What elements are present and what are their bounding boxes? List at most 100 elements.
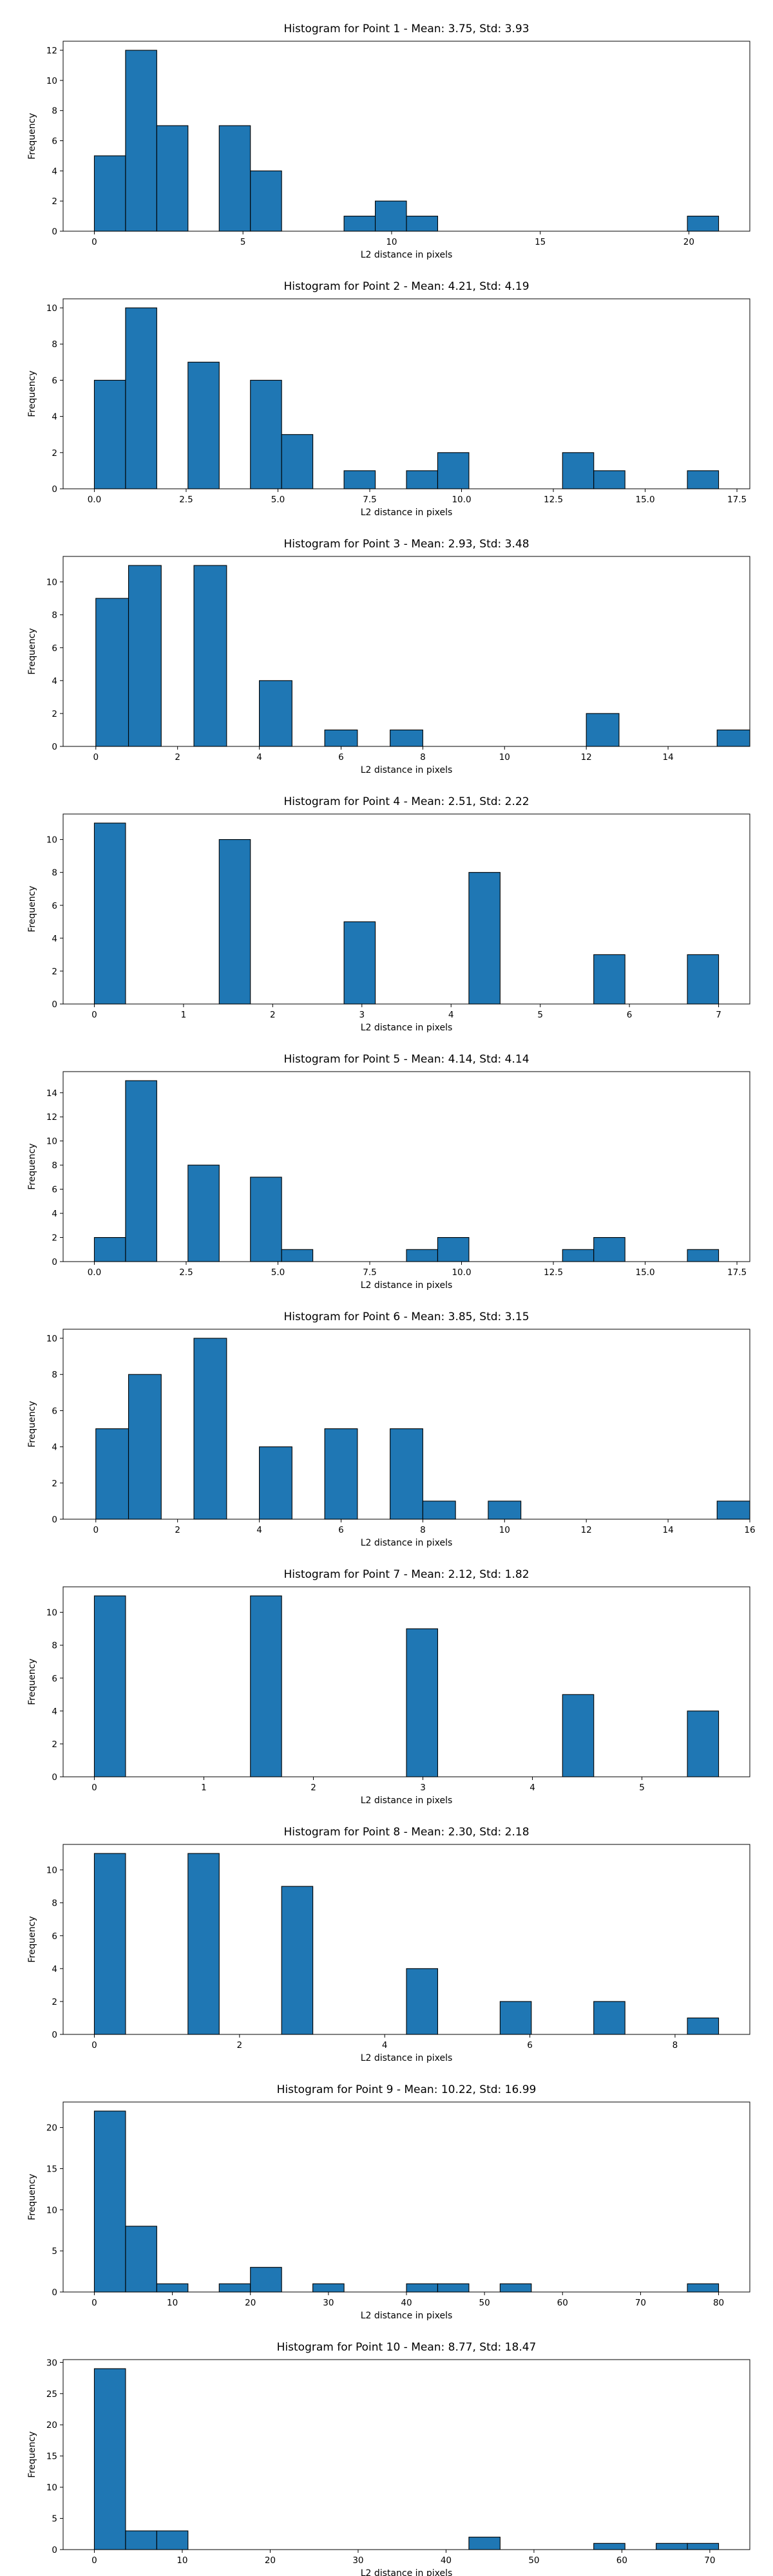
histogram-bar	[593, 2001, 625, 2035]
x-tick-label: 20	[245, 2298, 256, 2308]
y-tick-label: 8	[52, 1899, 57, 1909]
x-tick-label: 0	[91, 1783, 97, 1793]
histogram-bar	[593, 2543, 625, 2550]
x-axis: 0 1 2 3 4 5 6 7	[91, 1004, 721, 1020]
histogram-bar	[586, 713, 620, 747]
x-tick-label: 2.5	[179, 495, 193, 505]
y-tick-label: 0	[52, 2030, 57, 2040]
y-tick-label: 10	[46, 2483, 57, 2493]
x-tick-label: 15	[535, 237, 546, 247]
histogram-bar	[390, 729, 423, 747]
axes-frame	[62, 1329, 750, 1520]
histogram-bar	[343, 921, 376, 1005]
histogram-bar	[93, 1236, 126, 1262]
x-tick-label: 2	[237, 2040, 243, 2050]
x-tick-label: 5.0	[271, 1267, 285, 1278]
histogram-bar	[437, 452, 470, 489]
y-tick-label: 10	[46, 1334, 57, 1344]
y-tick-label: 2	[52, 1997, 57, 2007]
x-axis-label: L2 distance in pixels	[361, 2568, 453, 2576]
histogram-bar	[488, 1501, 522, 1520]
x-tick-label: 7	[716, 1010, 721, 1020]
histogram-bar	[499, 2283, 532, 2293]
x-axis: 0.0 2.5 5.0 7.5 10.0 12.5 15.0 17.5	[88, 1262, 747, 1278]
histogram-bar	[687, 1249, 720, 1262]
x-tick-label: 40	[401, 2298, 412, 2308]
y-tick-label: 4	[52, 1209, 57, 1219]
y-axis-label: Frequency	[27, 1401, 37, 1447]
x-tick-label: 0.0	[88, 1267, 101, 1278]
histogram-bar	[324, 1428, 358, 1520]
x-tick-label: 4	[256, 1525, 262, 1535]
y-tick-label: 2	[52, 1739, 57, 1750]
y-axis: 0 2 4 6 8 10 12	[46, 46, 63, 237]
histogram-bar	[343, 470, 376, 489]
y-tick-label: 30	[46, 2358, 57, 2368]
y-tick-label: 14	[46, 1088, 57, 1099]
bars	[93, 307, 720, 489]
histogram-bar	[593, 954, 625, 1005]
histogram-panel-point-6: Histogram for Point 6 - Mean: 3.85, Std:…	[27, 1311, 756, 1548]
x-tick-label: 2.5	[179, 1267, 193, 1278]
x-tick-label: 10.0	[452, 1267, 471, 1278]
x-tick-label: 3	[359, 1010, 365, 1020]
histogram-bar	[156, 2283, 189, 2293]
y-tick-label: 5	[52, 2514, 57, 2524]
y-tick-label: 12	[46, 1112, 57, 1122]
y-tick-label: 10	[46, 578, 57, 588]
histogram-bar	[125, 50, 157, 232]
histogram-bar	[468, 2537, 501, 2550]
axes-frame	[62, 1586, 750, 1777]
x-tick-label: 3	[420, 1783, 426, 1793]
histogram-bar	[656, 2543, 688, 2550]
y-tick-label: 2	[52, 967, 57, 977]
axes-frame	[62, 2101, 750, 2293]
x-tick-label: 0	[91, 2298, 97, 2308]
chart-title: Histogram for Point 3 - Mean: 2.93, Std:…	[283, 538, 529, 551]
y-tick-label: 15	[46, 2164, 57, 2174]
x-tick-label: 4	[256, 752, 262, 762]
x-axis: 0 5 10 15 20	[91, 231, 694, 247]
y-tick-label: 10	[46, 76, 57, 86]
x-tick-label: 12.5	[544, 1267, 563, 1278]
x-tick-label: 16	[744, 1525, 755, 1535]
bars	[95, 1338, 750, 1520]
y-tick-label: 5	[52, 2246, 57, 2257]
y-axis-label: Frequency	[27, 1143, 37, 1189]
y-tick-label: 6	[52, 1406, 57, 1416]
x-tick-label: 2	[310, 1783, 316, 1793]
bars	[93, 1080, 720, 1262]
x-axis: 0 1 2 3 4 5	[91, 1777, 645, 1793]
y-tick-label: 15	[46, 2452, 57, 2462]
histogram-bar	[687, 954, 720, 1005]
histogram-bar	[128, 1374, 162, 1520]
histogram-bar	[390, 1428, 423, 1520]
x-tick-label: 5	[537, 1010, 543, 1020]
histogram-bar	[716, 729, 750, 747]
y-axis-label: Frequency	[27, 886, 37, 932]
histogram-bar	[687, 470, 720, 489]
y-tick-label: 2	[52, 1479, 57, 1489]
x-tick-label: 10	[499, 1525, 510, 1535]
y-tick-label: 6	[52, 375, 57, 386]
x-axis-label: L2 distance in pixels	[361, 250, 453, 260]
bars	[95, 565, 750, 747]
x-axis-label: L2 distance in pixels	[361, 2311, 453, 2321]
x-axis-label: L2 distance in pixels	[361, 1023, 453, 1033]
y-tick-label: 0	[52, 227, 57, 237]
histogram-bar	[374, 200, 407, 232]
histogram-bar	[422, 1501, 456, 1520]
histogram-bar	[499, 2001, 532, 2035]
x-tick-label: 8	[420, 752, 426, 762]
histogram-bar	[250, 1177, 282, 1262]
histogram-panel-point-2: Histogram for Point 2 - Mean: 4.21, Std:…	[27, 280, 750, 518]
histogram-bar	[250, 379, 282, 489]
x-tick-label: 60	[557, 2298, 568, 2308]
histogram-bar	[93, 379, 126, 489]
x-tick-label: 17.5	[727, 495, 747, 505]
y-tick-label: 4	[52, 1964, 57, 1975]
y-tick-label: 6	[52, 901, 57, 911]
y-tick-label: 25	[46, 2389, 57, 2400]
x-tick-label: 5.0	[271, 495, 285, 505]
y-axis: 0 2 4 6 8 10	[46, 835, 63, 1010]
